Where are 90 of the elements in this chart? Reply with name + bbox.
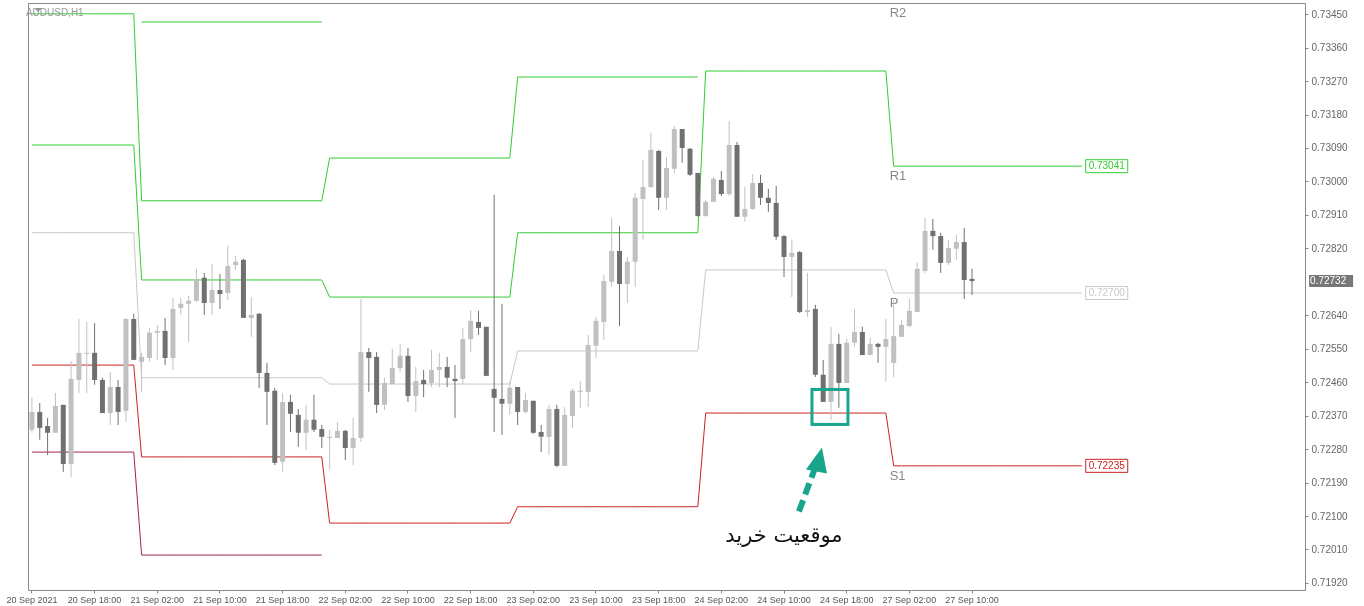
candlestick — [209, 263, 215, 316]
y-tick-label: 0.72820 — [1311, 242, 1349, 254]
data-label: 0.73041 — [1088, 160, 1126, 172]
candlestick — [805, 272, 811, 318]
candlestick — [538, 424, 544, 453]
candlestick — [421, 369, 427, 398]
candlestick — [953, 234, 959, 261]
y-tick-label: 0.72460 — [1311, 376, 1349, 388]
y-tick-label: 0.72010 — [1311, 543, 1349, 555]
x-tick-label: 23 Sep 18:00 — [631, 594, 686, 605]
candlestick — [624, 256, 630, 304]
candlestick — [37, 402, 43, 441]
y-tick-label: 0.72640 — [1311, 309, 1349, 321]
series-label: P — [889, 294, 899, 310]
candlestick — [640, 159, 646, 241]
candlestick — [186, 295, 192, 343]
candlestick — [217, 273, 223, 310]
y-tick-label: 0.72370 — [1311, 410, 1349, 422]
x-tick-label: 21 Sep 18:00 — [255, 594, 310, 605]
y-tick-label: 0.73270 — [1311, 75, 1349, 87]
candlestick — [45, 417, 51, 456]
candlestick — [311, 394, 317, 433]
y-tick-label: 0.72190 — [1311, 477, 1349, 489]
y-tick-label: 0.73180 — [1311, 109, 1349, 121]
candlestick — [295, 408, 301, 448]
candlestick — [711, 176, 717, 203]
candlestick — [491, 194, 497, 433]
x-tick-label: 27 Sep 10:00 — [945, 594, 999, 605]
line-series — [31, 364, 1083, 524]
candlestick — [789, 239, 795, 298]
y-tick-label: 0.73090 — [1311, 142, 1349, 154]
y-tick-label: 0.72550 — [1311, 343, 1349, 355]
x-tick-label: 21 Sep 02:00 — [130, 594, 185, 605]
candlestick — [452, 364, 458, 419]
candlestick — [883, 318, 889, 383]
candlestick — [350, 417, 356, 466]
candlestick — [444, 356, 450, 388]
candlestick — [287, 394, 293, 433]
candlestick — [303, 404, 309, 451]
candlestick — [930, 218, 936, 251]
candlestick — [765, 188, 771, 213]
x-tick-label: 23 Sep 10:00 — [569, 594, 623, 605]
x-tick-label: 27 Sep 02:00 — [882, 594, 937, 605]
annotation: موقعیت خرید — [725, 523, 843, 548]
candlestick — [264, 362, 270, 426]
candlestick — [906, 298, 912, 328]
x-tick-label: 21 Sep 10:00 — [193, 594, 247, 605]
candlestick — [366, 347, 372, 393]
candlestick — [859, 326, 865, 356]
y-tick-label: 0.73360 — [1311, 42, 1349, 54]
x-tick-label: 20 Sep 18:00 — [67, 594, 122, 605]
candlestick — [248, 296, 254, 338]
candlestick — [679, 128, 685, 164]
candlestick — [875, 342, 881, 364]
candlestick — [154, 324, 160, 361]
x-tick-label: 22 Sep 18:00 — [443, 594, 498, 605]
x-tick-label: 20 Sep 2021 — [6, 594, 58, 605]
candlestick — [397, 343, 403, 373]
data-label: 0.72235 — [1088, 459, 1126, 471]
x-tick-label: 24 Sep 18:00 — [819, 594, 874, 605]
candlestick — [742, 186, 748, 223]
x-tick-label: 22 Sep 02:00 — [318, 594, 373, 605]
text: 0.72732 — [1310, 275, 1347, 287]
candlestick — [946, 239, 952, 266]
candlestick — [29, 397, 35, 434]
candlestick — [969, 268, 975, 296]
y-tick-label: 0.71920 — [1311, 577, 1349, 589]
candlestick — [522, 392, 528, 414]
series-label: R1 — [889, 168, 907, 184]
candlestick — [758, 174, 764, 206]
candlestick — [475, 310, 481, 336]
y-tick-label: 0.72100 — [1311, 510, 1349, 522]
annotation: R2 — [889, 5, 907, 20]
x-tick-label: 24 Sep 10:00 — [757, 594, 811, 605]
x-tick-label: 22 Sep 10:00 — [381, 594, 435, 605]
y-tick-label: 0.73000 — [1311, 175, 1349, 187]
y-tick-label: 0.72280 — [1311, 443, 1349, 455]
x-tick-label: 23 Sep 02:00 — [506, 594, 561, 605]
y-tick-label: 0.73450 — [1311, 8, 1349, 20]
candlestick — [193, 268, 199, 303]
candlestick — [468, 309, 474, 353]
series-label: S1 — [889, 467, 906, 483]
candlestick — [342, 429, 348, 461]
candlestick — [852, 308, 858, 348]
candlestick — [781, 234, 787, 278]
candlestick — [718, 170, 724, 197]
candlestick — [499, 303, 505, 436]
x-tick-label: 24 Sep 02:00 — [694, 594, 749, 605]
y-tick-label: 0.72910 — [1311, 209, 1349, 221]
candlestick — [319, 424, 325, 449]
